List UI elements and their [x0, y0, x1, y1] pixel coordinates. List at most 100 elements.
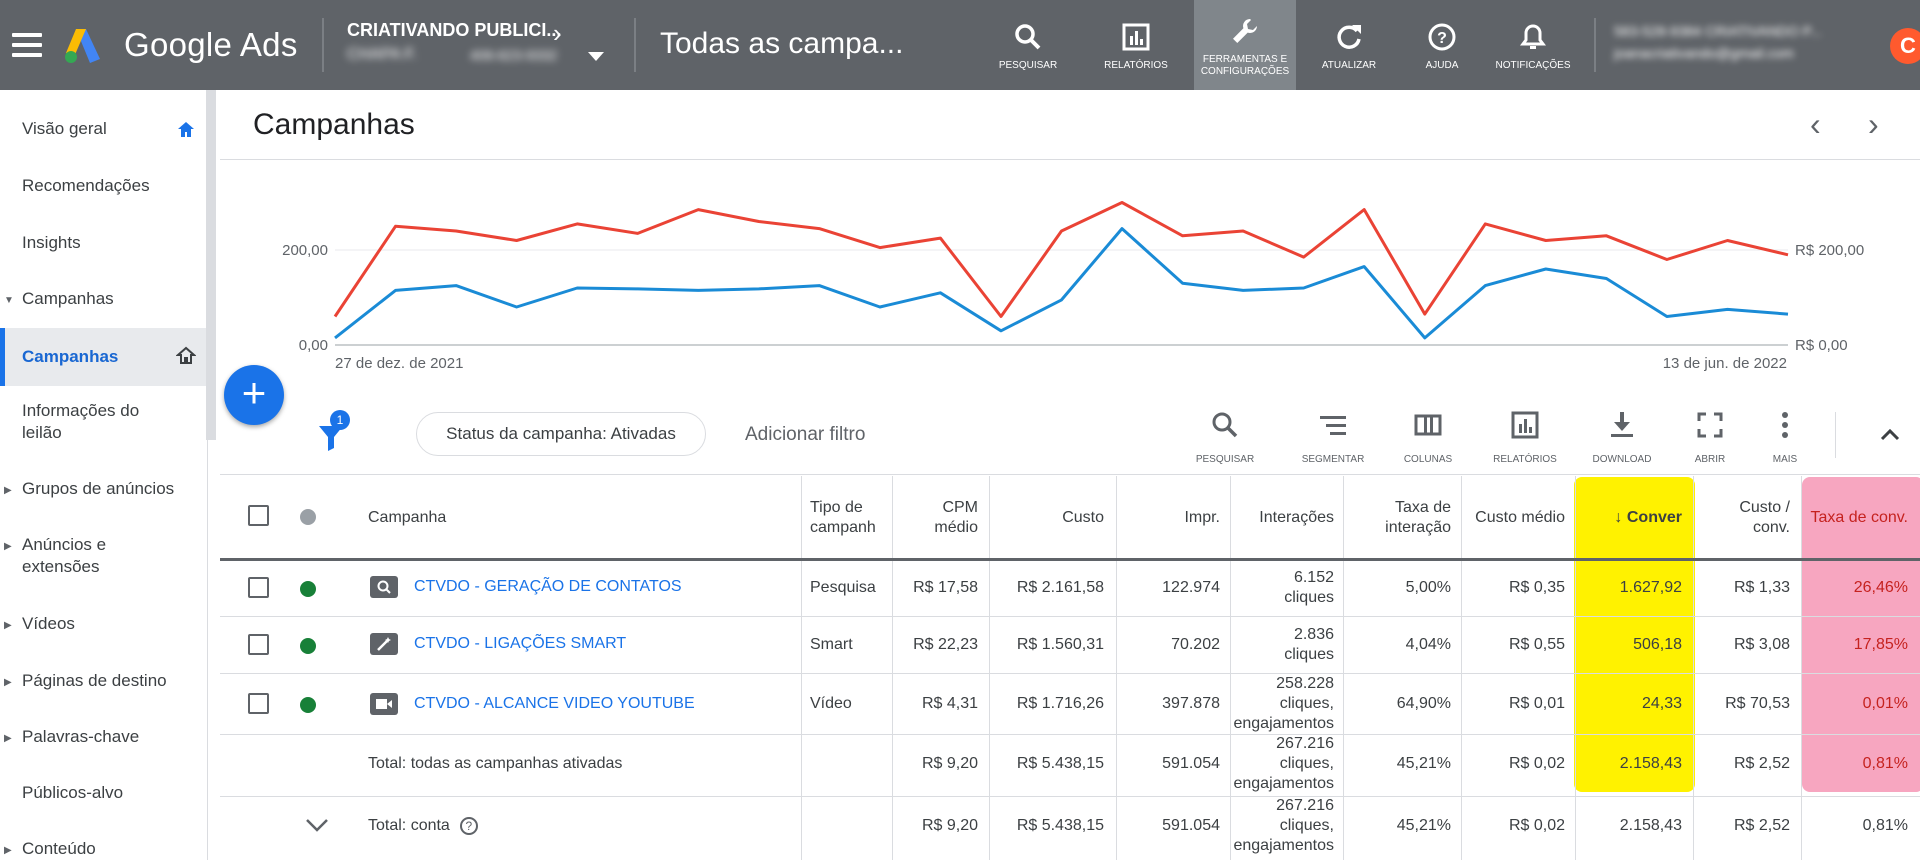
sidebar-item-landing-pages[interactable]: ▶ Páginas de destino [0, 670, 206, 696]
sidebar-item-campaigns[interactable]: Campanhas [0, 328, 206, 386]
sidebar-item-ads-extensions[interactable]: ▶ Anúncios e extensões [0, 534, 206, 580]
sidebar-item-auction-insights[interactable]: Informações do leilão [0, 400, 206, 446]
search-icon [370, 576, 398, 598]
sidebar-item-label: Palavras-chave [22, 727, 140, 746]
sidebar-item-campaigns-group[interactable]: ▼ Campanhas [0, 288, 206, 314]
filter-chip-status[interactable]: Status da campanha: Ativadas [416, 412, 706, 456]
tool-label: MAIS [1772, 454, 1798, 465]
column-header-interaction-rate[interactable]: Taxa de interação [1385, 499, 1451, 536]
user-account-line: 583-528-9384 CRIATIVANDO P... [1614, 23, 1822, 39]
row-checkbox[interactable] [248, 634, 269, 655]
chevron-up-icon[interactable] [1875, 420, 1905, 450]
row-checkbox[interactable] [248, 577, 269, 598]
table-expand-button[interactable]: ABRIR [1660, 410, 1760, 465]
divider [634, 18, 636, 72]
table-reports-button[interactable]: RELATÓRIOS [1475, 410, 1575, 465]
cell-type: Pesquisa [810, 579, 876, 596]
campaign-link[interactable]: CTVDO - ALCANCE VIDEO YOUTUBE [414, 695, 695, 712]
table-segment-button[interactable]: SEGMENTAR [1283, 410, 1383, 465]
sidebar-item-insights[interactable]: Insights [0, 232, 206, 258]
column-header-impr[interactable]: Impr. [1184, 509, 1220, 526]
sidebar-item-label: Informações do leilão [22, 401, 140, 442]
chevron-right-icon[interactable]: › [1868, 106, 1879, 142]
cell-cpm: R$ 9,20 [921, 817, 978, 834]
cell-avg-cost: R$ 0,01 [1508, 695, 1565, 712]
tool-label: PESQUISAR [1195, 454, 1255, 465]
row-divider [220, 616, 1920, 617]
column-header-type[interactable]: Tipo de campanh [810, 499, 876, 536]
sidebar-item-label: Páginas de destino [22, 671, 167, 690]
divider [322, 18, 324, 72]
chevron-down-icon[interactable] [305, 818, 329, 832]
help-icon[interactable]: ? [459, 817, 478, 835]
campaign-link[interactable]: CTVDO - GERAÇÃO DE CONTATOS [414, 578, 682, 595]
column-header-avg-cost[interactable]: Custo médio [1475, 509, 1565, 526]
cell-cost: R$ 5.438,15 [1016, 817, 1104, 834]
caret-right-icon: ▶ [4, 845, 12, 856]
cell-interaction-rate: 4,04% [1405, 636, 1451, 653]
select-all-checkbox[interactable] [248, 505, 269, 526]
cell-type: Vídeo [810, 695, 852, 712]
caret-right-icon: ▶ [4, 620, 12, 631]
column-header-conv-rate[interactable]: Taxa de conv. [1810, 509, 1908, 526]
toolbar-help-button[interactable]: ? AJUDA [1400, 0, 1484, 90]
filter-icon[interactable] [318, 424, 344, 452]
campaign-link[interactable]: CTVDO - LIGAÇÕES SMART [414, 635, 627, 652]
column-divider [1343, 476, 1344, 860]
sidebar-item-ad-groups[interactable]: ▶ Grupos de anúncios [0, 478, 206, 504]
toolbar-search-button[interactable]: PESQUISAR [984, 0, 1072, 90]
column-header-campaign[interactable]: Campanha [368, 509, 447, 526]
sidebar-item-recommendations[interactable]: Recomendações [0, 175, 206, 201]
chevron-left-icon[interactable]: ‹ [1810, 106, 1821, 142]
cell-avg-cost: R$ 0,02 [1508, 817, 1565, 834]
toolbar-notifications-button[interactable]: NOTIFICAÇÕES [1486, 0, 1580, 90]
sidebar-scrollbar[interactable] [206, 90, 216, 440]
column-header-cost[interactable]: Custo [1062, 509, 1104, 526]
cell-impr: 591.054 [1162, 817, 1220, 834]
reports-icon [1511, 411, 1539, 439]
sidebar-item-audiences[interactable]: Públicos-alvo [0, 782, 206, 808]
wrench-icon [1233, 19, 1257, 43]
cell-cost-per-conv: R$ 2,52 [1733, 755, 1790, 772]
toolbar-refresh-button[interactable]: ATUALIZAR [1306, 0, 1392, 90]
toolbar-tools-button[interactable]: FERRAMENTAS E CONFIGURAÇÕES [1194, 0, 1296, 90]
sidebar-item-overview[interactable]: Visão geral [0, 118, 206, 144]
add-filter-button[interactable]: Adicionar filtro [745, 424, 866, 445]
column-header-conversions[interactable]: ↓ Conver [1614, 509, 1682, 526]
search-icon [1015, 24, 1041, 50]
add-campaign-button[interactable]: + [224, 365, 284, 425]
cell-interactions: 258.228 cliques, engajamentos [1233, 675, 1334, 732]
account-dropdown-icon[interactable] [588, 52, 604, 61]
menu-icon[interactable] [0, 22, 54, 68]
cell-conversions: 24,33 [1641, 695, 1682, 712]
table-search-button[interactable]: PESQUISAR [1175, 410, 1275, 465]
cell-avg-cost: R$ 0,02 [1508, 755, 1565, 772]
cell-cpm: R$ 22,23 [913, 636, 978, 653]
column-divider [1116, 476, 1117, 860]
table-columns-button[interactable]: COLUNAS [1378, 410, 1478, 465]
avatar[interactable]: C [1890, 28, 1920, 64]
y-right-tick-label: R$ 200,00 [1795, 242, 1864, 259]
toolbar-label: AJUDA [1425, 60, 1459, 71]
table-download-button[interactable]: DOWNLOAD [1572, 410, 1672, 465]
chevron-right-icon[interactable]: › [553, 18, 562, 48]
sidebar-item-videos[interactable]: ▶ Vídeos [0, 613, 206, 639]
column-header-cost-per-conv[interactable]: Custo / conv. [1739, 499, 1790, 536]
sidebar-item-content[interactable]: ▶ Conteúdo [0, 838, 206, 860]
sidebar-item-label: Visão geral [22, 119, 107, 138]
more-icon [1782, 412, 1788, 438]
sidebar-item-keywords[interactable]: ▶ Palavras-chave [0, 726, 206, 752]
total-label: Total: conta [368, 817, 450, 834]
column-header-cpm[interactable]: CPM médio [934, 499, 978, 536]
row-checkbox[interactable] [248, 693, 269, 714]
toolbar-reports-button[interactable]: RELATÓRIOS [1092, 0, 1180, 90]
status-enabled-icon [300, 638, 316, 654]
sidebar: Visão geral Recomendações Insights ▼ Cam… [0, 90, 208, 860]
user-info[interactable]: 583-528-9384 CRIATIVANDO P... joanacriat… [1614, 20, 1822, 64]
column-header-interactions[interactable]: Interações [1259, 509, 1334, 526]
account-name[interactable]: CRIATIVANDO PUBLICI... [347, 20, 562, 40]
column-divider [1693, 476, 1694, 860]
download-icon [1611, 412, 1633, 437]
cell-interactions: 2.836 cliques [1284, 626, 1334, 663]
table-more-button[interactable]: MAIS [1735, 410, 1835, 465]
